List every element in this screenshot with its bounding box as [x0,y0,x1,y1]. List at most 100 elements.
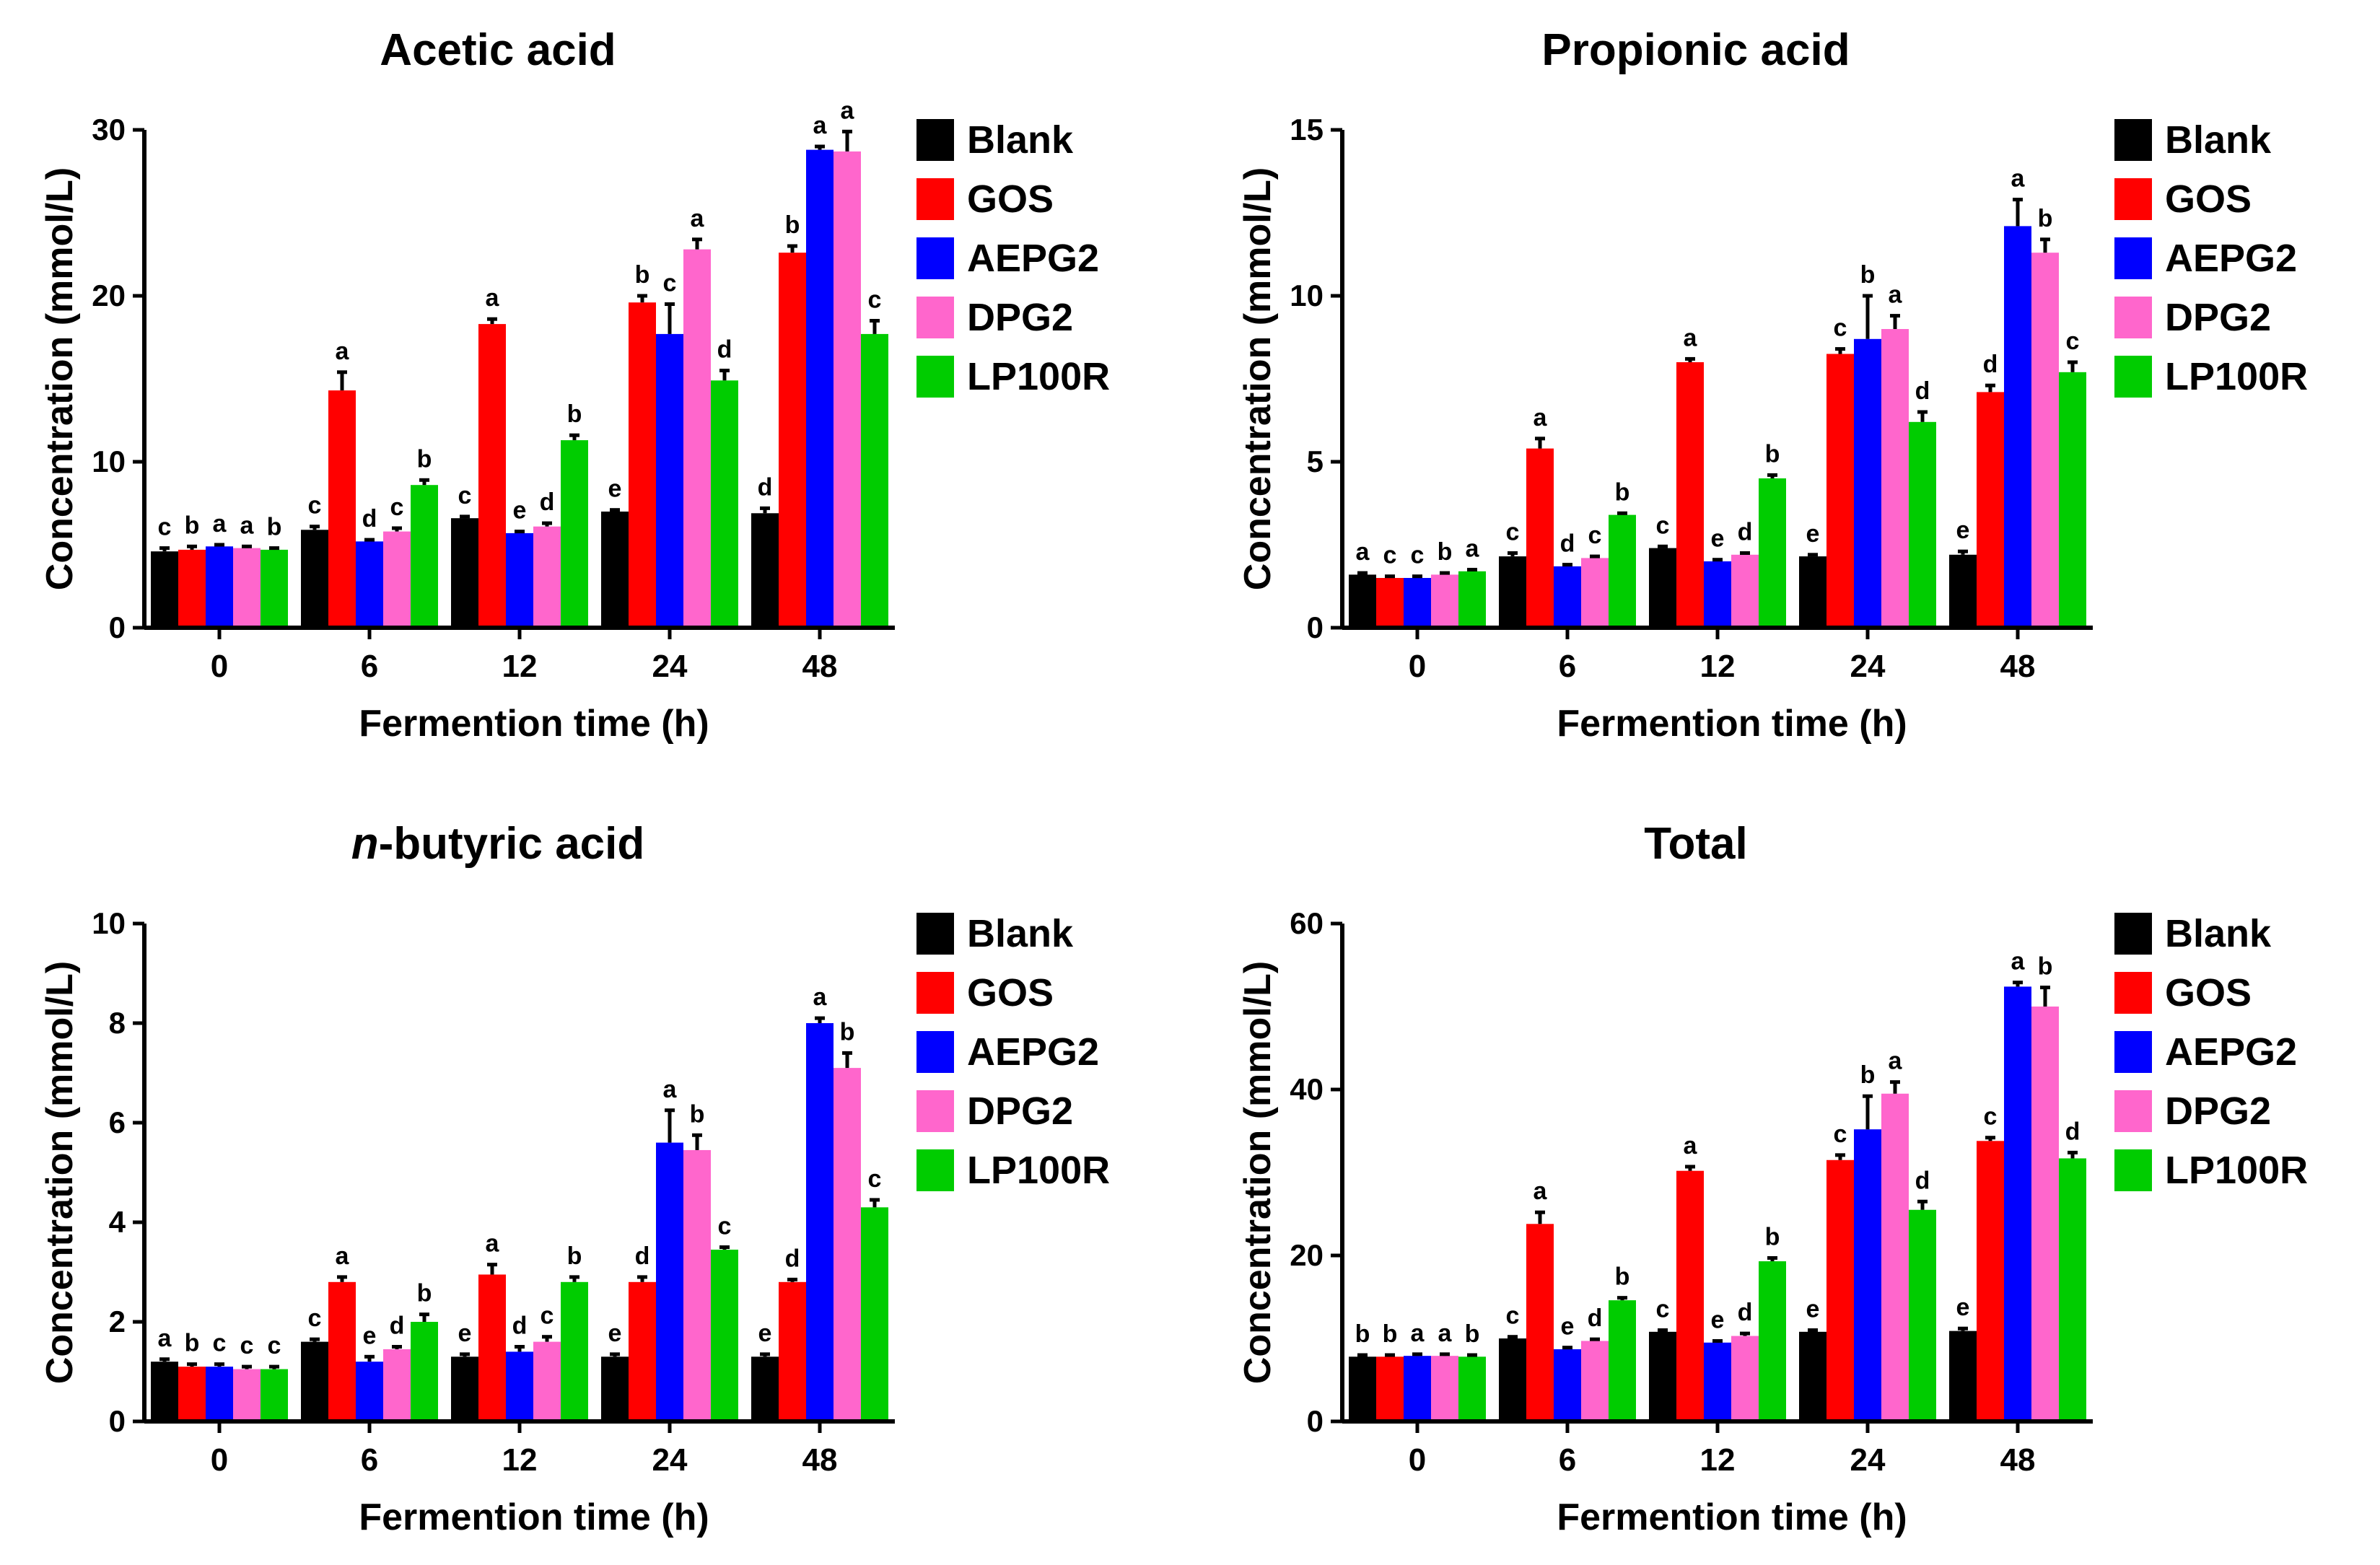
y-tick-label: 10 [92,906,126,940]
significance-letter: d [1983,351,1998,378]
bar [1376,1356,1404,1421]
significance-letter: e [513,497,527,525]
legend-swatch [2114,178,2152,220]
significance-letter: b [417,1280,432,1307]
significance-letter: b [1383,1320,1398,1348]
bar [1826,1159,1854,1421]
significance-letter: b [185,512,200,539]
bar [1909,421,1936,628]
significance-letter: a [841,97,855,124]
bar [711,1249,738,1421]
significance-letter: e [458,1320,472,1347]
bar [2059,1158,2086,1421]
significance-letter: c [213,1330,227,1357]
bar [1977,1141,2004,1421]
bar [1404,578,1431,628]
bar [2059,372,2086,628]
chart-title-text: Propionic acid [1541,25,1850,75]
bar [1609,1300,1636,1421]
significance-letter: b [1765,1223,1780,1250]
significance-letter: b [690,1100,705,1128]
bar [1977,392,2004,628]
legend-label: DPG2 [967,296,1073,339]
legend-label: DPG2 [967,1090,1073,1133]
bar [1554,566,1581,628]
y-tick-label: 20 [1290,1238,1324,1272]
y-tick-label: 20 [92,279,126,312]
significance-letter: c [268,1332,281,1359]
legend-swatch [2114,356,2152,398]
significance-letter: a [813,112,828,139]
bar [411,1322,438,1421]
significance-letter: c [1656,512,1670,539]
significance-letter: e [1956,1294,1970,1321]
y-tick-label: 60 [1290,906,1324,940]
legend-swatch [916,972,954,1014]
bar [1581,1341,1609,1421]
x-axis-label: Fermention time (h) [359,703,709,745]
y-axis-label: Concentration (mmol/L) [39,167,81,590]
significance-letter: b [2038,205,2053,232]
significance-letter: b [1465,1320,1480,1348]
significance-letter: d [2065,1118,2081,1145]
bar [711,380,738,628]
bar [2004,986,2031,1421]
significance-letter: d [390,1312,405,1340]
bar [206,546,233,628]
significance-letter: b [417,445,432,473]
significance-letter: c [1984,1103,1998,1131]
bar [861,1207,888,1421]
bar [301,1341,328,1421]
bar [451,1356,478,1421]
bar [1854,338,1881,628]
bar [806,149,834,628]
bar [656,1142,683,1421]
bar [1949,554,1977,628]
bar [233,1369,261,1421]
significance-letter: a [336,1242,350,1270]
significance-letter: c [868,286,882,314]
significance-letter: a [486,1230,500,1258]
bar [478,324,506,628]
y-tick-label: 8 [109,1006,126,1040]
significance-letter: a [1438,1320,1453,1347]
x-tick-label: 0 [1409,649,1426,684]
x-tick-label: 6 [1559,649,1576,684]
significance-letter: e [1956,517,1970,544]
significance-letter: a [1889,1048,1903,1075]
bar [1881,1093,1909,1421]
y-tick-label: 15 [1290,113,1324,146]
bar [1376,578,1404,628]
significance-letter: d [362,505,377,532]
legend-swatch [916,178,954,220]
significance-letter: d [1915,377,1930,405]
bar [1499,556,1526,628]
significance-letter: a [158,1325,172,1352]
x-tick-label: 0 [1409,1442,1426,1478]
bar [1799,1331,1826,1421]
bar [1949,1331,1977,1421]
legend-swatch [2114,1031,2152,1073]
significance-letter: d [1915,1167,1930,1194]
legend-label: LP100R [967,355,1110,398]
significance-letter: e [1561,1313,1575,1341]
significance-letter: e [608,1320,622,1347]
legend-swatch [2114,237,2152,279]
significance-letter: d [1738,519,1753,546]
x-tick-label: 24 [652,649,688,684]
significance-letter: e [1806,1296,1820,1323]
chart-title-text: Acetic acid [380,25,616,75]
significance-letter: c [458,482,472,509]
legend-swatch [2114,913,2152,955]
bar [328,390,356,628]
x-tick-label: 24 [1850,649,1886,684]
significance-letter: b [1765,440,1780,468]
significance-letter: c [1506,519,1520,546]
significance-letter: c [1588,522,1602,549]
significance-letter: c [1383,542,1397,569]
x-axis-label: Fermention time (h) [359,1496,709,1538]
bar [356,1362,383,1421]
bar [1704,1342,1731,1421]
legend-swatch [2114,297,2152,338]
